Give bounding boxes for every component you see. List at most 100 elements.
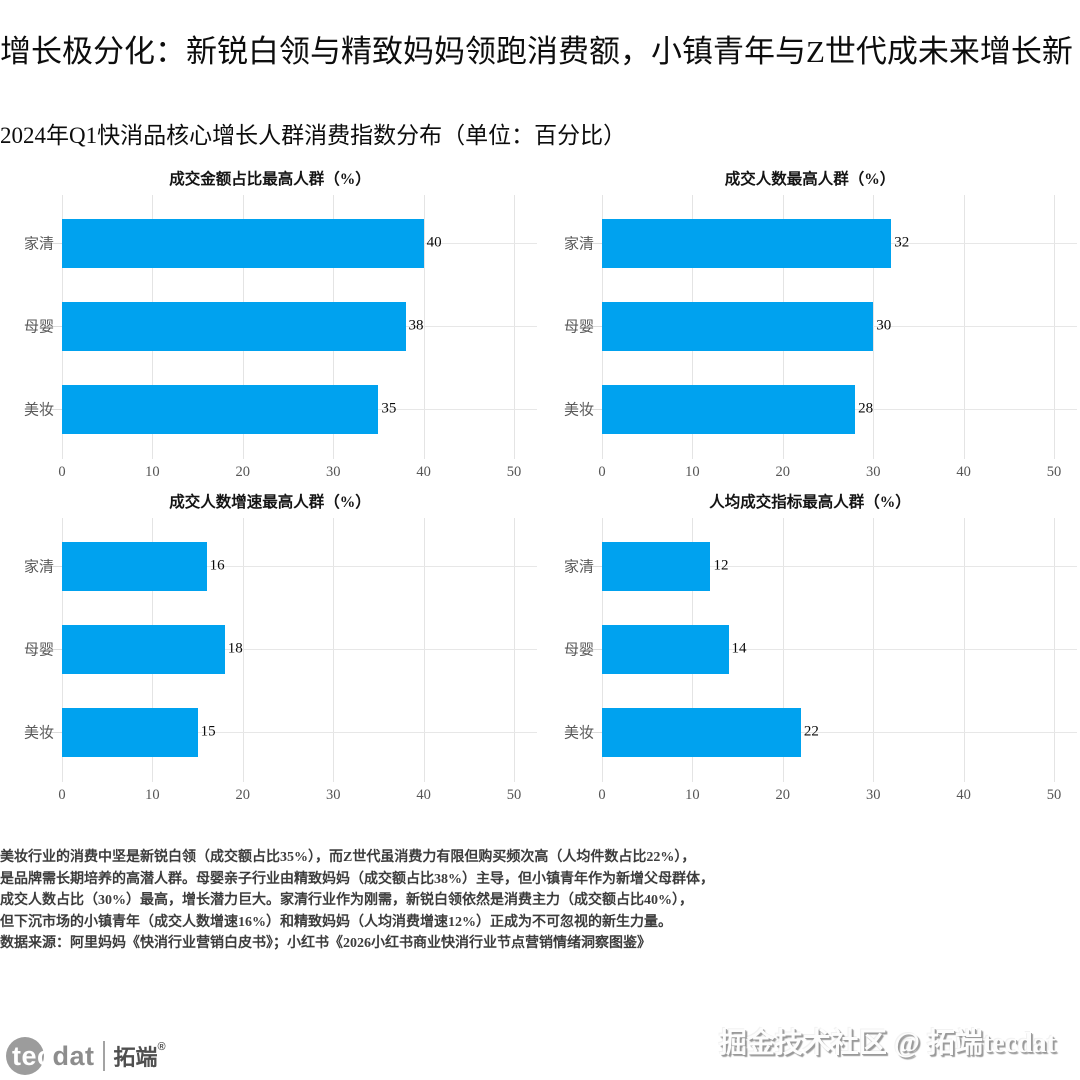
x-tick-label: 10 [685,787,700,803]
y-tick-mark [43,649,62,650]
y-category-label: 家清 [563,559,594,576]
x-tick-label: 10 [145,787,160,803]
footnote-line: 数据来源：阿里妈妈《快消行业营销白皮书》；小红书《2026小红书商业快消行业节点… [0,936,651,951]
gridline-vertical [873,518,875,782]
bar-value-label: 14 [731,640,747,657]
gridline-vertical [423,518,425,782]
x-tick-label: 40 [416,464,431,480]
plot-area: 12 14 22 [602,518,1077,782]
bar [602,384,856,434]
x-tick-label: 50 [506,464,522,480]
bar-value-label: 32 [894,234,910,251]
plot-area: 16 18 15 [62,518,537,782]
chart-title: 成交人数增速最高人群（%） [169,494,371,511]
bar [602,301,874,351]
y-axis-labels: 家清 母婴 美妆 [0,195,62,459]
x-tick-label: 0 [598,464,606,480]
bar [62,707,198,757]
x-tick-label: 50 [1046,787,1062,803]
y-axis-labels: 家清 母婴 美妆 [0,518,62,782]
bar [602,218,892,268]
gridline-horizontal [62,566,537,567]
bar [602,624,729,674]
x-tick-label: 10 [145,464,160,480]
plot-area: 40 38 35 [62,195,537,459]
page-title: 增长极分化：新锐白领与精致妈妈领跑消费额，小镇青年与Z世代成未来增长新 [0,34,1073,69]
x-tick-label: 30 [865,787,881,803]
plot-area: 32 30 28 [602,195,1077,459]
logo-text-dat: dat [52,1040,95,1071]
gridline-vertical [963,195,965,459]
y-tick-mark [583,566,602,567]
bar-value-label: 18 [227,640,243,657]
y-axis-labels: 家清 母婴 美妆 [540,195,602,459]
chart-title: 成交金额占比最高人群（%） [169,171,371,188]
x-tick-label: 50 [1046,464,1062,480]
gridline-vertical [963,518,965,782]
logo-text-tec: tec [12,1040,53,1071]
footnote-line: 但下沉市场的小镇青年（成交人数增速16%）和精致妈妈（人均消费增速12%）正成为… [0,914,672,930]
chart-panel-gmv-share: 成交金额占比最高人群（%） 家清 母婴 美妆 40 38 35 0 10 20 30 40 50 [0,163,540,486]
gridline-horizontal [602,732,1077,733]
bar [62,301,406,351]
gridline-vertical [782,518,784,782]
footnote-line: 美妆行业的消费中坚是新锐白领（成交额占比35%），而Z世代虽消费力有限但购买频次… [0,850,696,865]
x-tick-label: 20 [235,464,251,480]
y-tick-mark [583,732,602,733]
y-category-label: 家清 [23,559,54,576]
y-tick-mark [43,326,62,327]
x-tick-label: 20 [235,787,251,803]
x-tick-label: 40 [416,787,431,803]
y-category-label: 母婴 [23,642,54,659]
y-category-label: 母婴 [23,319,54,336]
bar-value-label: 40 [426,234,442,251]
y-category-label: 美妆 [563,725,594,742]
y-tick-mark [43,732,62,733]
y-tick-mark [583,409,602,410]
x-tick-label: 0 [58,787,66,803]
gridline-horizontal [62,649,537,650]
x-tick-label: 10 [685,464,700,480]
bar [62,218,424,268]
chart-panel-buyer-growth: 成交人数增速最高人群（%） 家清 母婴 美妆 16 18 15 0 10 20 30 40 50 [0,486,540,809]
y-category-label: 家清 [563,236,594,253]
y-tick-mark [43,566,62,567]
gridline-vertical [242,518,244,782]
gridline-vertical [873,195,875,459]
x-tick-label: 30 [325,464,341,480]
x-axis-labels: 0 10 20 30 40 50 [58,464,537,486]
bar-value-label: 22 [803,723,819,740]
x-tick-label: 20 [775,464,791,480]
y-tick-mark [583,649,602,650]
gridline-vertical [514,518,515,782]
chart-panel-buyer-count: 成交人数最高人群（%） 家清 母婴 美妆 32 30 28 0 10 20 30 40 50 [540,163,1080,486]
gridline-vertical [1054,195,1055,459]
tecdat-logo: tec dat 拓端 ® [6,1035,166,1077]
y-category-label: 美妆 [563,402,594,419]
x-tick-label: 30 [865,464,881,480]
logo-divider [102,1041,105,1071]
bar [62,624,225,674]
footnote-line: 是品牌需长期培养的高潜人群。母婴亲子行业由精致妈妈（成交额占比38%）主导，但小… [0,871,714,887]
y-category-label: 美妆 [23,725,54,742]
bar-value-label: 35 [381,400,397,417]
bar-value-label: 12 [713,557,729,574]
x-axis-labels: 0 10 20 30 40 50 [58,787,537,809]
y-tick-mark [43,409,62,410]
gridline-horizontal [602,566,1077,567]
x-tick-label: 40 [956,464,971,480]
x-axis-labels: 0 10 20 30 40 50 [598,464,1077,486]
bar [62,384,379,434]
y-tick-mark [43,243,62,244]
chart-panel-per-capita: 人均成交指标最高人群（%） 家清 母婴 美妆 12 14 22 0 10 20 30 40 50 [540,486,1080,809]
footnote-line: 成交人数占比（30%）最高，增长潜力巨大。家清行业作为刚需，新锐白领依然是消费主… [0,893,693,908]
gridline-vertical [514,195,515,459]
gridline-vertical [423,195,425,459]
gridline-vertical [1054,518,1055,782]
page-subtitle: 2024年Q1快消品核心增长人群消费指数分布（单位：百分比） [0,123,627,148]
chart-title: 人均成交指标最高人群（%） [709,494,911,511]
bar-value-label: 30 [876,317,892,334]
logo-circle [6,1037,44,1075]
bar-value-label: 15 [200,723,216,740]
